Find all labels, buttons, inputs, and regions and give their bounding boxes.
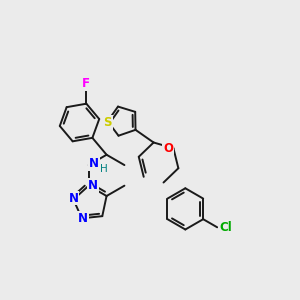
- Text: N: N: [68, 191, 78, 205]
- Text: N: N: [88, 179, 98, 192]
- Text: S: S: [103, 116, 112, 129]
- Text: H: H: [100, 164, 107, 174]
- Text: N: N: [78, 212, 88, 225]
- Text: Cl: Cl: [219, 221, 232, 234]
- Text: F: F: [82, 77, 90, 91]
- Text: O: O: [163, 142, 173, 155]
- Text: N: N: [89, 157, 99, 170]
